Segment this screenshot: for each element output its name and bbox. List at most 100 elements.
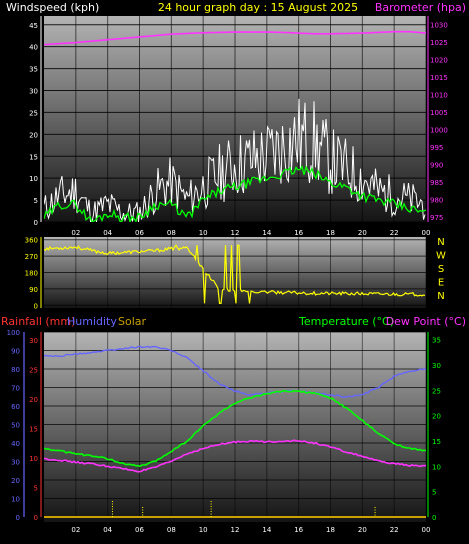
rainfall-tick-label: 10 — [29, 455, 38, 463]
barometer-tick-label: 990 — [430, 161, 443, 169]
temperature-tick-label: 15 — [432, 438, 441, 446]
windspeed-line — [44, 98, 426, 222]
dew-point-line — [44, 439, 426, 473]
x-tick-label: 06 — [135, 229, 144, 237]
x-tick-label: 08 — [167, 229, 176, 237]
windspeed-axis-label: Windspeed (kph) — [6, 1, 99, 14]
x-tick-label: 00 — [422, 526, 431, 534]
x-tick-label: 00 — [422, 229, 431, 237]
humidity-tick-label: 90 — [11, 348, 20, 356]
x-tick-label: 14 — [262, 229, 271, 237]
temperature-tick-label: 5 — [432, 489, 436, 497]
x-tick-label: 10 — [199, 526, 208, 534]
wind-panel-series — [44, 30, 426, 222]
x-tick-label: 20 — [358, 526, 367, 534]
windspeed-tick-label: 25 — [29, 109, 38, 117]
rainfall-tick-label: 25 — [29, 367, 38, 375]
rainfall-tick-label: 0 — [34, 514, 38, 522]
direction-tick-label: 360 — [25, 237, 38, 245]
rainfall-tick-label: 30 — [29, 337, 38, 345]
barometer-tick-label: 1005 — [430, 109, 448, 117]
compass-label: W — [436, 251, 446, 262]
humidity-line — [44, 345, 426, 398]
humidity-tick-label: 70 — [11, 385, 20, 393]
x-tick-label: 22 — [390, 229, 399, 237]
x-tick-label: 18 — [326, 526, 335, 534]
direction-tick-label: 270 — [25, 253, 38, 261]
x-tick-label: 04 — [103, 229, 112, 237]
wind-average-line — [44, 165, 426, 222]
x-tick-label: 16 — [294, 526, 303, 534]
direction-tick-label: 90 — [29, 286, 38, 294]
rainfall-tick-label: 15 — [29, 426, 38, 434]
barometer-tick-label: 1025 — [430, 39, 448, 47]
x-tick-label: 02 — [71, 526, 80, 534]
x-tick-label: 02 — [71, 229, 80, 237]
temperature-tick-label: 25 — [432, 387, 441, 395]
windspeed-tick-label: 20 — [29, 131, 38, 139]
barometer-axis-label: Barometer (hpa) — [375, 1, 466, 14]
x-tick-label: 16 — [294, 229, 303, 237]
temperature-tick-label: 35 — [432, 337, 441, 345]
barometer-tick-label: 1020 — [430, 57, 448, 65]
humidity-tick-label: 0 — [16, 514, 20, 522]
temperature-tick-label: 30 — [432, 362, 441, 370]
windspeed-tick-label: 35 — [29, 66, 38, 74]
direction-tick-label: 0 — [34, 302, 38, 310]
x-tick-label: 14 — [262, 526, 271, 534]
windspeed-tick-label: 5 — [34, 197, 38, 205]
barometer-tick-label: 1010 — [430, 92, 448, 100]
x-tick-label: 12 — [231, 229, 240, 237]
legend-humidity: Humidity — [67, 315, 117, 328]
rainfall-tick-label: 20 — [29, 396, 38, 404]
compass-label: N — [437, 291, 444, 302]
compass-label: E — [438, 278, 444, 289]
barometer-tick-label: 1030 — [430, 22, 448, 30]
barometer-tick-label: 975 — [430, 214, 443, 222]
rainfall-tick-label: 5 — [34, 485, 38, 493]
humidity-tick-label: 60 — [11, 403, 20, 411]
windspeed-tick-label: 45 — [29, 22, 38, 30]
humidity-tick-label: 50 — [11, 422, 20, 430]
direction-panel-series — [44, 244, 426, 304]
humidity-tick-label: 100 — [7, 329, 20, 337]
x-tick-label: 12 — [231, 526, 240, 534]
x-tick-label: 20 — [358, 229, 367, 237]
humidity-tick-label: 40 — [11, 440, 20, 448]
temperature-tick-label: 0 — [432, 514, 436, 522]
axis-tick-labels: 0510152025303540459759809859909951000100… — [7, 22, 448, 534]
wind-direction-line — [44, 244, 426, 304]
legend-dew-point: Dew Point (°C) — [386, 315, 466, 328]
windspeed-tick-label: 30 — [29, 88, 38, 96]
compass-label: S — [438, 264, 444, 275]
direction-panel-grid — [40, 237, 427, 308]
legend-solar: Solar — [118, 315, 147, 328]
graph-title: 24 hour graph day : 15 August 2025 — [158, 1, 358, 14]
barometer-line — [44, 30, 426, 46]
compass-label: N — [437, 237, 444, 248]
direction-tick-label: 180 — [25, 270, 38, 278]
legend-temperature: Temperature (°C) — [298, 315, 394, 328]
windspeed-tick-label: 0 — [34, 219, 38, 227]
x-tick-label: 18 — [326, 229, 335, 237]
windspeed-tick-label: 10 — [29, 175, 38, 183]
temperature-tick-label: 20 — [432, 413, 441, 421]
temp-panel-series — [44, 345, 426, 518]
barometer-tick-label: 995 — [430, 144, 443, 152]
x-tick-label: 08 — [167, 526, 176, 534]
x-tick-label: 10 — [199, 229, 208, 237]
x-tick-label: 04 — [103, 526, 112, 534]
temperature-tick-label: 10 — [432, 463, 441, 471]
barometer-tick-label: 1015 — [430, 74, 448, 82]
humidity-tick-label: 30 — [11, 459, 20, 467]
windspeed-tick-label: 15 — [29, 153, 38, 161]
humidity-tick-label: 80 — [11, 366, 20, 374]
barometer-tick-label: 1000 — [430, 126, 448, 134]
humidity-tick-label: 10 — [11, 496, 20, 504]
barometer-tick-label: 985 — [430, 179, 443, 187]
humidity-tick-label: 20 — [11, 477, 20, 485]
legend-rainfall: Rainfall (mm) — [1, 315, 75, 328]
barometer-tick-label: 980 — [430, 196, 443, 204]
windspeed-tick-label: 40 — [29, 44, 38, 52]
